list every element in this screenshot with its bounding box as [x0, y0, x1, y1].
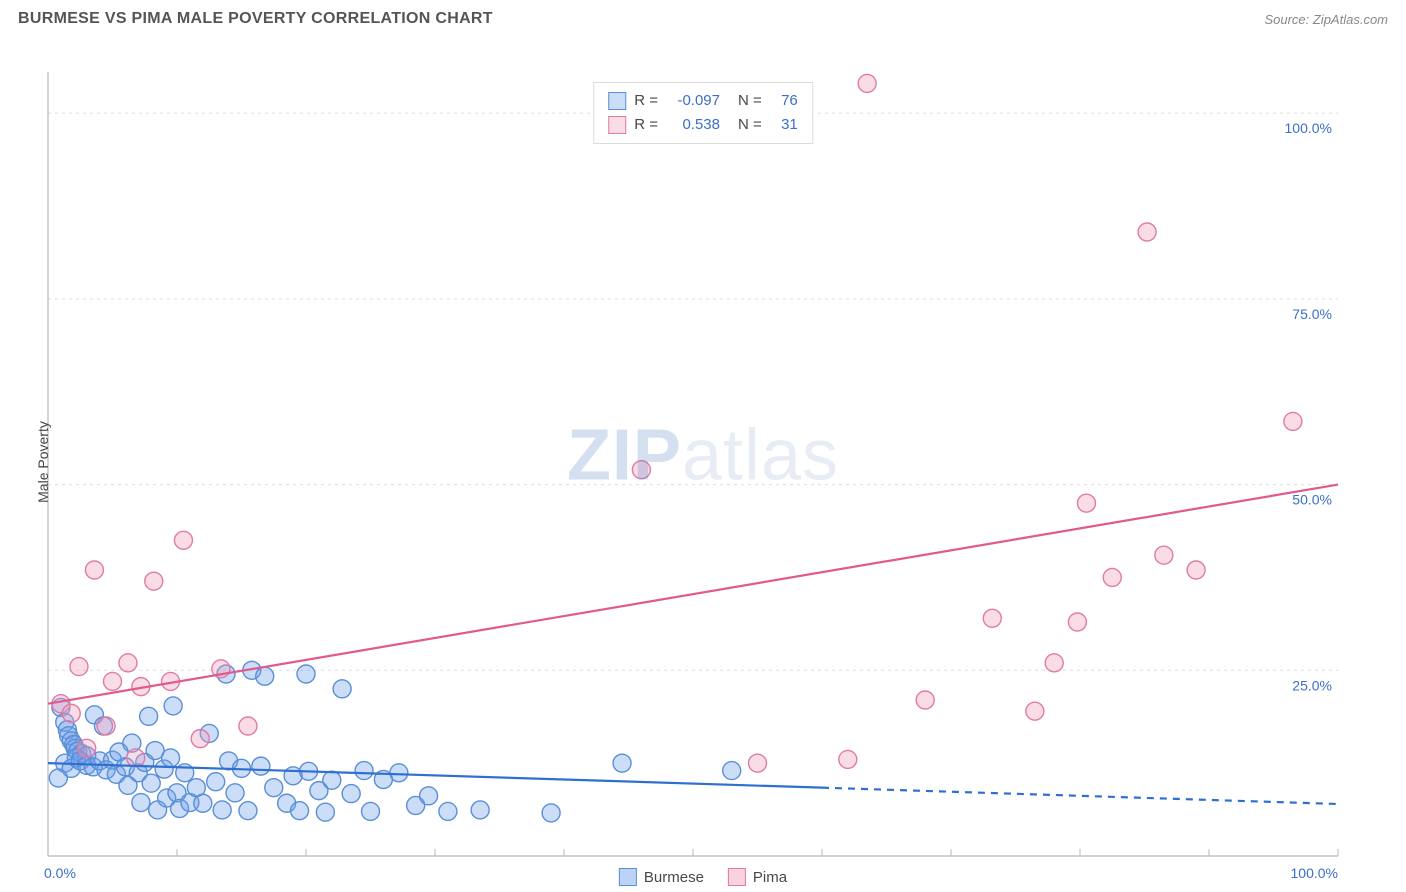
data-point — [542, 804, 560, 822]
legend-label: Pima — [753, 869, 787, 886]
data-point — [439, 802, 457, 820]
legend-n-value: 76 — [770, 89, 798, 113]
series-legend: Burmese Pima — [619, 868, 787, 886]
data-point — [342, 785, 360, 803]
y-tick-label: 75.0% — [1292, 306, 1332, 322]
data-point — [97, 717, 115, 735]
y-axis-label: Male Poverty — [35, 421, 51, 503]
trend-line — [48, 485, 1338, 704]
data-point — [983, 609, 1001, 627]
data-point — [127, 749, 145, 767]
data-point — [132, 794, 150, 812]
data-point — [1045, 654, 1063, 672]
data-point — [297, 665, 315, 683]
data-point — [1155, 546, 1173, 564]
data-point — [333, 680, 351, 698]
chart-header: BURMESE VS PIMA MALE POVERTY CORRELATION… — [0, 0, 1406, 34]
x-tick-label: 0.0% — [44, 865, 76, 881]
data-point — [256, 667, 274, 685]
data-point — [207, 773, 225, 791]
data-point — [239, 802, 257, 820]
data-point — [226, 784, 244, 802]
legend-r-label: R = — [634, 89, 658, 113]
chart-area: Male Poverty ZIPatlas 25.0%50.0%75.0%100… — [0, 34, 1406, 890]
data-point — [1068, 613, 1086, 631]
source-credit: Source: ZipAtlas.com — [1264, 12, 1388, 27]
data-point — [265, 779, 283, 797]
data-point — [174, 531, 192, 549]
legend-n-value: 31 — [770, 113, 798, 137]
data-point — [632, 461, 650, 479]
y-tick-label: 25.0% — [1292, 677, 1332, 693]
data-point — [390, 764, 408, 782]
data-point — [62, 704, 80, 722]
data-point — [142, 774, 160, 792]
data-point — [749, 754, 767, 772]
y-tick-label: 100.0% — [1285, 120, 1332, 136]
data-point — [213, 801, 231, 819]
data-point — [420, 787, 438, 805]
x-tick-label: 100.0% — [1291, 865, 1338, 881]
legend-r-label: R = — [634, 113, 658, 137]
data-point — [119, 654, 137, 672]
data-point — [291, 802, 309, 820]
data-point — [858, 74, 876, 92]
legend-r-value: 0.538 — [666, 113, 720, 137]
legend-swatch — [608, 92, 626, 110]
data-point — [916, 691, 934, 709]
data-point — [362, 802, 380, 820]
legend-item: Pima — [728, 868, 787, 886]
legend-row: R = -0.097 N = 76 — [608, 89, 798, 113]
scatter-chart: 25.0% 50.0% 75.0% 100.0% 0.0% 100.0% — [0, 34, 1406, 890]
legend-swatch — [619, 868, 637, 886]
data-point — [839, 750, 857, 768]
legend-r-value: -0.097 — [666, 89, 720, 113]
data-point — [355, 762, 373, 780]
legend-item: Burmese — [619, 868, 704, 886]
y-tick-label: 50.0% — [1292, 492, 1332, 508]
data-point — [1284, 412, 1302, 430]
data-point — [723, 762, 741, 780]
data-point — [323, 771, 341, 789]
correlation-legend: R = -0.097 N = 76 R = 0.538 N = 31 — [593, 82, 813, 144]
legend-n-label: N = — [738, 113, 762, 137]
data-point — [85, 561, 103, 579]
data-point — [191, 730, 209, 748]
data-point — [162, 749, 180, 767]
trend-line-extrapolated — [822, 788, 1338, 804]
data-point — [104, 672, 122, 690]
data-point — [1138, 223, 1156, 241]
data-point — [194, 794, 212, 812]
legend-label: Burmese — [644, 869, 704, 886]
data-point — [1026, 702, 1044, 720]
data-point — [1187, 561, 1205, 579]
data-point — [164, 697, 182, 715]
legend-swatch — [608, 116, 626, 134]
legend-row: R = 0.538 N = 31 — [608, 113, 798, 137]
data-point — [471, 801, 489, 819]
data-point — [78, 739, 96, 757]
data-point — [239, 717, 257, 735]
data-point — [140, 707, 158, 725]
legend-swatch — [728, 868, 746, 886]
data-point — [70, 658, 88, 676]
chart-title: BURMESE VS PIMA MALE POVERTY CORRELATION… — [18, 10, 493, 28]
data-point — [252, 757, 270, 775]
data-point — [145, 572, 163, 590]
data-point — [316, 803, 334, 821]
data-point — [1077, 494, 1095, 512]
data-point — [1103, 568, 1121, 586]
legend-n-label: N = — [738, 89, 762, 113]
data-point — [613, 754, 631, 772]
